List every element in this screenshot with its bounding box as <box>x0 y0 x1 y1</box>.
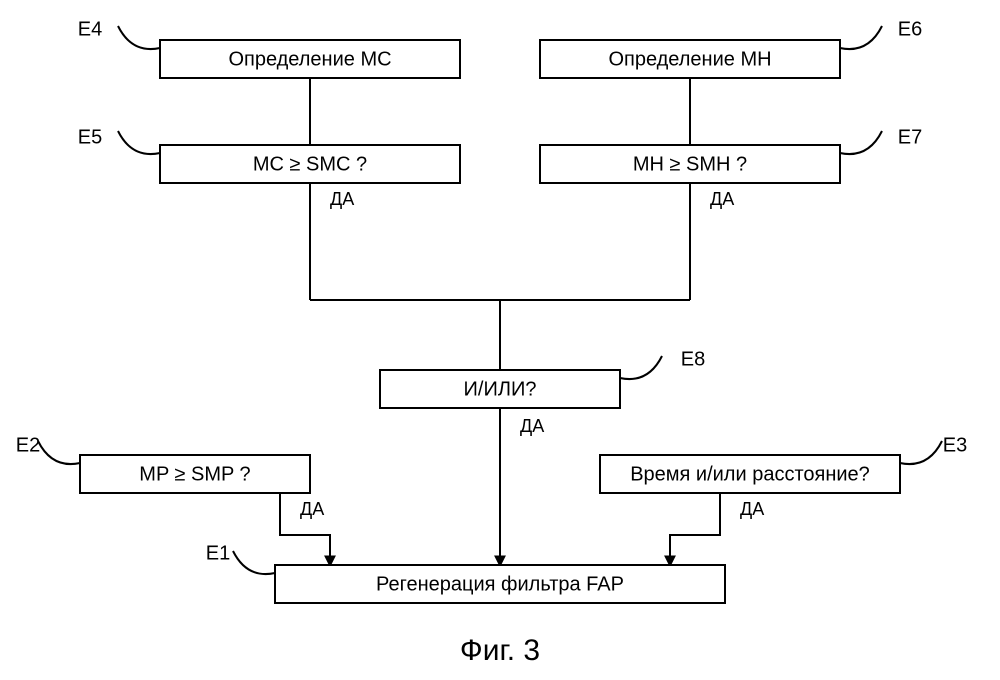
edge-label-yes: ДА <box>520 416 544 436</box>
tag-label-E1: E1 <box>206 542 230 564</box>
tag-label-E6: E6 <box>898 18 922 40</box>
figure-caption: Фиг. 3 <box>460 634 540 667</box>
node-label-E6: Определение MH <box>608 48 771 70</box>
node-label-E3: Время и/или расстояние? <box>630 463 870 485</box>
tag-label-E2: E2 <box>16 434 40 456</box>
tag-label-E7: E7 <box>898 126 922 148</box>
tag-leader-E7 <box>840 131 882 154</box>
node-label-E5: MC ≥ SMC ? <box>253 153 367 175</box>
node-label-E7: MH ≥ SMH ? <box>633 153 747 175</box>
edge-label-yes: ДА <box>710 189 734 209</box>
tag-leader-E6 <box>840 26 882 49</box>
node-label-E2: MP ≥ SMP ? <box>139 463 250 485</box>
node-label-E1: Регенерация фильтра FAP <box>376 573 624 595</box>
tag-label-E8: E8 <box>681 348 705 370</box>
tag-label-E5: E5 <box>78 126 102 148</box>
tag-label-E4: E4 <box>78 18 102 40</box>
tag-leader-E3 <box>900 441 942 464</box>
tag-leader-E2 <box>38 441 80 464</box>
edge-label-yes: ДА <box>740 499 764 519</box>
edge-label-yes: ДА <box>330 189 354 209</box>
tag-leader-E1 <box>233 551 275 574</box>
tag-leader-E5 <box>118 131 160 154</box>
tag-leader-E4 <box>118 26 160 49</box>
flowchart: ДА ДА ДА ДА ДА Определение MC MC ≥ SMC ? Опреде… <box>0 0 1000 680</box>
edge-label-yes: ДА <box>300 499 324 519</box>
edge <box>670 493 720 565</box>
node-label-E4: Определение MC <box>228 48 391 70</box>
node-label-E8: И/ИЛИ? <box>464 378 537 400</box>
tag-leader-E8 <box>620 356 662 379</box>
tag-label-E3: E3 <box>943 434 967 456</box>
